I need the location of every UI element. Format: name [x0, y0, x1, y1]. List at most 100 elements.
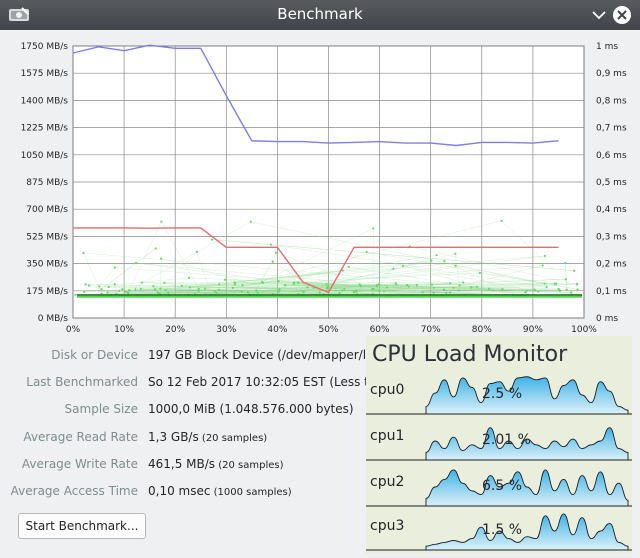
y-left-tick-label: 1225 MB/s — [21, 124, 69, 134]
access-time-point — [545, 285, 548, 289]
info-value: 461,5 MB/s (20 samples) — [148, 457, 284, 471]
cpu-row: cpu2 6.5 % — [366, 466, 632, 510]
access-time-point — [476, 285, 479, 288]
access-time-point — [458, 284, 461, 287]
cpu-name: cpu1 — [370, 428, 405, 444]
access-time-point — [128, 289, 131, 292]
access-time-point — [188, 286, 192, 289]
y-right-tick-label: 0,2 ms — [596, 260, 627, 270]
access-time-point — [215, 291, 218, 294]
access-time-point — [160, 257, 163, 260]
access-time-point — [325, 287, 329, 290]
y-left-tick-label: 1400 MB/s — [21, 96, 69, 106]
access-time-point — [452, 286, 455, 289]
access-time-point — [292, 282, 295, 285]
access-time-point — [334, 289, 337, 292]
cpu-row: cpu0 2.5 % — [366, 374, 632, 418]
x-tick-label: 30% — [216, 325, 236, 335]
access-time-point — [488, 287, 491, 290]
y-right-tick-label: 0,8 ms — [596, 96, 627, 106]
info-row: Average Write Rate 461,5 MB/s (20 samples… — [0, 457, 640, 477]
y-right-tick-label: 0,6 ms — [596, 151, 627, 161]
access-time-point — [233, 281, 236, 284]
access-time-point — [87, 284, 91, 287]
access-link — [285, 265, 456, 286]
access-time-point — [359, 285, 362, 288]
cpu-load-area — [425, 427, 629, 461]
y-right-axis: 0 ms 0,1 ms 0,2 ms 0,3 ms 0,4 ms 0,5 ms 0,6 ms… — [596, 42, 627, 324]
access-time-point — [269, 243, 272, 246]
cpu-load-graph — [366, 376, 632, 415]
access-time-points — [74, 219, 583, 298]
access-time-point — [338, 291, 341, 295]
access-time-point — [343, 288, 346, 291]
access-time-band — [77, 294, 582, 297]
info-label: Disk or Device — [51, 348, 138, 362]
access-time-point — [372, 227, 375, 230]
chart-grid — [73, 46, 584, 318]
access-time-point — [533, 288, 536, 291]
access-time-point — [555, 282, 558, 285]
cpu-name: cpu3 — [370, 518, 405, 534]
access-time-point — [478, 271, 482, 275]
access-link — [294, 251, 367, 283]
y-right-tick-label: 0,5 ms — [596, 178, 627, 188]
access-time-point — [302, 290, 305, 293]
x-tick-label: 10% — [114, 325, 134, 335]
access-time-point — [218, 283, 221, 286]
access-time-point — [432, 291, 435, 294]
info-row: Average Read Rate 1,3 GB/s (20 samples) — [0, 430, 640, 450]
y-left-tick-label: 0 MB/s — [38, 314, 69, 324]
access-link — [135, 289, 451, 293]
access-time-point — [543, 254, 547, 258]
cpu-load-area — [425, 469, 629, 507]
access-link — [232, 254, 437, 289]
access-time-point — [180, 284, 183, 287]
access-time-point — [82, 251, 85, 255]
access-time-point — [454, 264, 457, 267]
minimize-chevron-icon[interactable] — [590, 6, 608, 24]
access-link — [107, 290, 120, 293]
access-time-point — [352, 290, 356, 294]
access-time-point — [154, 247, 157, 250]
access-link — [359, 284, 503, 290]
access-time-point — [573, 269, 576, 272]
access-time-point — [394, 282, 397, 285]
access-time-point — [358, 283, 361, 286]
access-time-point — [407, 285, 411, 288]
access-link — [161, 221, 199, 289]
access-time-point — [326, 285, 329, 288]
access-time-point — [355, 289, 358, 292]
access-time-point — [256, 291, 259, 294]
access-link — [256, 252, 277, 291]
access-time-point — [234, 283, 237, 286]
cpu-load-value: 6.5 % — [482, 478, 523, 494]
info-label: Average Access Time — [10, 484, 138, 498]
x-tick-label: 40% — [267, 325, 287, 335]
y-left-tick-label: 350 MB/s — [26, 260, 68, 270]
cpu-load-area — [425, 376, 629, 415]
x-axis: 0% 10% 20% 30% 40% 50% 60% 70% 80% 90% 100% — [66, 325, 597, 335]
access-time-point — [84, 283, 87, 286]
x-tick-label: 80% — [472, 325, 492, 335]
access-time-point — [430, 283, 433, 286]
access-time-point — [421, 291, 424, 294]
cpu-row: cpu3 1.5 % — [366, 510, 632, 554]
access-link — [212, 239, 575, 271]
access-time-point — [271, 260, 274, 263]
access-time-point — [74, 293, 77, 296]
close-icon[interactable] — [612, 5, 632, 25]
access-link — [157, 251, 198, 293]
y-left-tick-label: 1575 MB/s — [21, 69, 69, 79]
access-time-point — [204, 287, 207, 290]
access-time-point — [107, 285, 110, 289]
start-benchmark-button[interactable]: Start Benchmark... — [18, 513, 146, 539]
access-time-point — [564, 278, 567, 281]
cpu-load-graph — [366, 427, 632, 461]
access-time-point — [430, 259, 433, 262]
x-tick-label: 70% — [421, 325, 441, 335]
access-link — [342, 283, 555, 291]
access-time-point — [261, 281, 265, 284]
access-time-point — [325, 283, 328, 286]
access-link — [101, 248, 156, 290]
